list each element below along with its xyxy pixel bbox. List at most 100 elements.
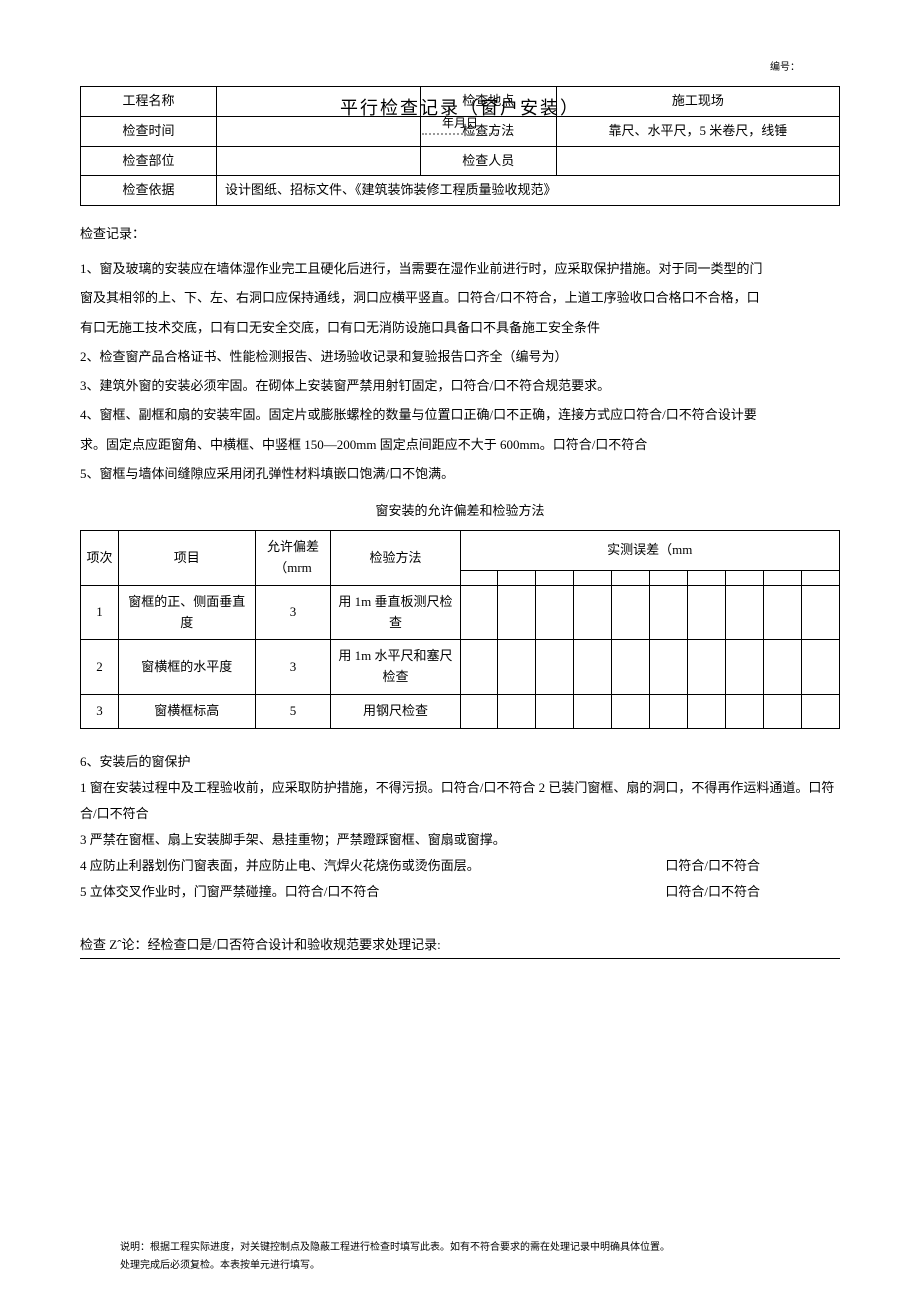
record-item: 有口无施工技术交底，口有口无安全交底，口有口无消防设施口具备口不具备施工安全条件 <box>80 314 840 341</box>
th-val <box>574 570 612 585</box>
th-val <box>498 570 536 585</box>
cell-val <box>498 640 536 695</box>
cell-method: 用 1m 水平尺和塞尺检查 <box>331 640 460 695</box>
compliance-label: 口符合/口不符合 <box>665 856 840 877</box>
cell-val <box>612 585 650 640</box>
cell-val <box>764 585 802 640</box>
protection-item: 4 应防止利器划伤门窗表面，并应防止电、汽焊火花烧伤或烫伤面层。 <box>80 853 480 879</box>
cell-val <box>574 640 612 695</box>
cell-seq: 3 <box>81 694 119 728</box>
protection-item-row: 5 立体交叉作业时，门窗严禁碰撞。口符合/口不符合 口符合/口不符合 <box>80 879 840 905</box>
cell-val <box>574 585 612 640</box>
cell-val <box>460 585 498 640</box>
th-val <box>801 570 839 585</box>
cell-val <box>612 640 650 695</box>
cell-val <box>801 640 839 695</box>
cell-val <box>650 694 688 728</box>
protection-item: 3 严禁在窗框、扇上安装脚手架、悬挂重物；严禁蹬踩窗框、窗扇或窗撑。 <box>80 827 840 853</box>
cell-val <box>536 640 574 695</box>
cell-method: 用钢尺检查 <box>331 694 460 728</box>
tolerance-header-row: 项次 项目 允许偏差（mrm 检验方法 实测误差（mm <box>81 531 840 570</box>
cell-seq: 2 <box>81 640 119 695</box>
protection-item: 5 立体交叉作业时，门窗严禁碰撞。口符合/口不符合 <box>80 879 379 905</box>
th-tolerance: 允许偏差（mrm <box>255 531 331 586</box>
th-seq: 项次 <box>81 531 119 586</box>
serial-number-label: 编号： <box>80 60 840 76</box>
record-item: 窗及其相邻的上、下、左、右洞口应保持通线，洞口应横平竖直。口符合/口不符合，上道… <box>80 284 840 311</box>
record-item: 求。固定点应距窗角、中横框、中竖框 150—200mm 固定点间距应不大于 60… <box>80 431 840 458</box>
th-method: 检验方法 <box>331 531 460 586</box>
cell-val <box>688 640 726 695</box>
footer-line: 说明：根据工程实际进度，对关键控制点及隐蔽工程进行检查时填写此表。如有不符合要求… <box>120 1239 840 1257</box>
cell-val <box>688 585 726 640</box>
tolerance-row: 1 窗框的正、侧面垂直度 3 用 1m 垂直板测尺检查 <box>81 585 840 640</box>
conclusion-text: 检查 Zˆ论：经检查口是/口否符合设计和验收规范要求处理记录: <box>80 935 840 959</box>
cell-val <box>801 694 839 728</box>
cell-val <box>498 585 536 640</box>
document-subtitle: 年月日 <box>422 114 498 135</box>
value-personnel <box>556 146 839 176</box>
cell-val <box>498 694 536 728</box>
header-row: 检查依据 设计图纸、招标文件、《建筑装饰装修工程质量验收规范》 <box>81 176 840 206</box>
value-basis: 设计图纸、招标文件、《建筑装饰装修工程质量验收规范》 <box>216 176 839 206</box>
protection-section: 6、安装后的窗保护 1 窗在安装过程中及工程验收前，应采取防护措施，不得污损。口… <box>80 749 840 905</box>
cell-item: 窗横框标高 <box>118 694 255 728</box>
th-val <box>688 570 726 585</box>
cell-val <box>726 694 764 728</box>
cell-method: 用 1m 垂直板测尺检查 <box>331 585 460 640</box>
cell-val <box>536 694 574 728</box>
cell-val <box>764 640 802 695</box>
cell-val <box>764 694 802 728</box>
cell-tol: 3 <box>255 640 331 695</box>
footer-note: 说明：根据工程实际进度，对关键控制点及隐蔽工程进行检查时填写此表。如有不符合要求… <box>80 1239 840 1275</box>
cell-tol: 5 <box>255 694 331 728</box>
cell-item: 窗横框的水平度 <box>118 640 255 695</box>
tolerance-row: 3 窗横框标高 5 用钢尺检查 <box>81 694 840 728</box>
cell-val <box>650 585 688 640</box>
footer-line: 处理完成后必须复检。本表按单元进行填写。 <box>120 1257 840 1275</box>
th-val <box>460 570 498 585</box>
record-item: 3、建筑外窗的安装必须牢固。在砌体上安装窗严禁用射钉固定，口符合/口不符合规范要… <box>80 372 840 399</box>
cell-val <box>650 640 688 695</box>
record-item: 5、窗框与墙体间缝隙应采用闭孔弹性材料填嵌口饱满/口不饱满。 <box>80 460 840 487</box>
value-location: 施工现场 <box>556 87 839 117</box>
label-time: 检查时间 <box>81 116 217 146</box>
cell-val <box>801 585 839 640</box>
records-heading: 检查记录： <box>80 224 840 245</box>
record-item: 4、窗框、副框和扇的安装牢固。固定片或膨胀螺栓的数量与位置口正确/口不正确，连接… <box>80 401 840 428</box>
cell-item: 窗框的正、侧面垂直度 <box>118 585 255 640</box>
label-part: 检查部位 <box>81 146 217 176</box>
cell-val <box>460 694 498 728</box>
value-method: 靠尺、水平尺，5 米卷尺，线锤 <box>556 116 839 146</box>
label-basis: 检查依据 <box>81 176 217 206</box>
th-item: 项目 <box>118 531 255 586</box>
cell-val <box>726 640 764 695</box>
label-personnel: 检查人员 <box>420 146 556 176</box>
th-val <box>650 570 688 585</box>
cell-seq: 1 <box>81 585 119 640</box>
cell-val <box>460 640 498 695</box>
th-actual: 实测误差（mm <box>460 531 840 570</box>
th-val <box>536 570 574 585</box>
protection-heading: 6、安装后的窗保护 <box>80 749 840 775</box>
cell-val <box>726 585 764 640</box>
label-project-name: 工程名称 <box>81 87 217 117</box>
compliance-label: 口符合/口不符合 <box>665 882 840 903</box>
tolerance-row: 2 窗横框的水平度 3 用 1m 水平尺和塞尺检查 <box>81 640 840 695</box>
cell-tol: 3 <box>255 585 331 640</box>
records-list: 1、窗及玻璃的安装应在墙体湿作业完工且硬化后进行，当需要在湿作业前进行时，应采取… <box>80 255 840 487</box>
protection-item: 1 窗在安装过程中及工程验收前，应采取防护措施，不得污损。口符合/口不符合 2 … <box>80 775 840 827</box>
record-item: 1、窗及玻璃的安装应在墙体湿作业完工且硬化后进行，当需要在湿作业前进行时，应采取… <box>80 255 840 282</box>
cell-val <box>536 585 574 640</box>
tolerance-title: 窗安装的允许偏差和检验方法 <box>80 501 840 522</box>
cell-val <box>688 694 726 728</box>
th-val <box>764 570 802 585</box>
tolerance-table: 项次 项目 允许偏差（mrm 检验方法 实测误差（mm 1 窗框的正、侧面垂直度… <box>80 530 840 729</box>
record-item: 2、检查窗产品合格证书、性能检测报告、进场验收记录和复验报告口齐全（编号为） <box>80 343 840 370</box>
th-val <box>612 570 650 585</box>
header-row: 检查部位 检查人员 <box>81 146 840 176</box>
value-part <box>216 146 420 176</box>
cell-val <box>612 694 650 728</box>
cell-val <box>574 694 612 728</box>
th-val <box>726 570 764 585</box>
